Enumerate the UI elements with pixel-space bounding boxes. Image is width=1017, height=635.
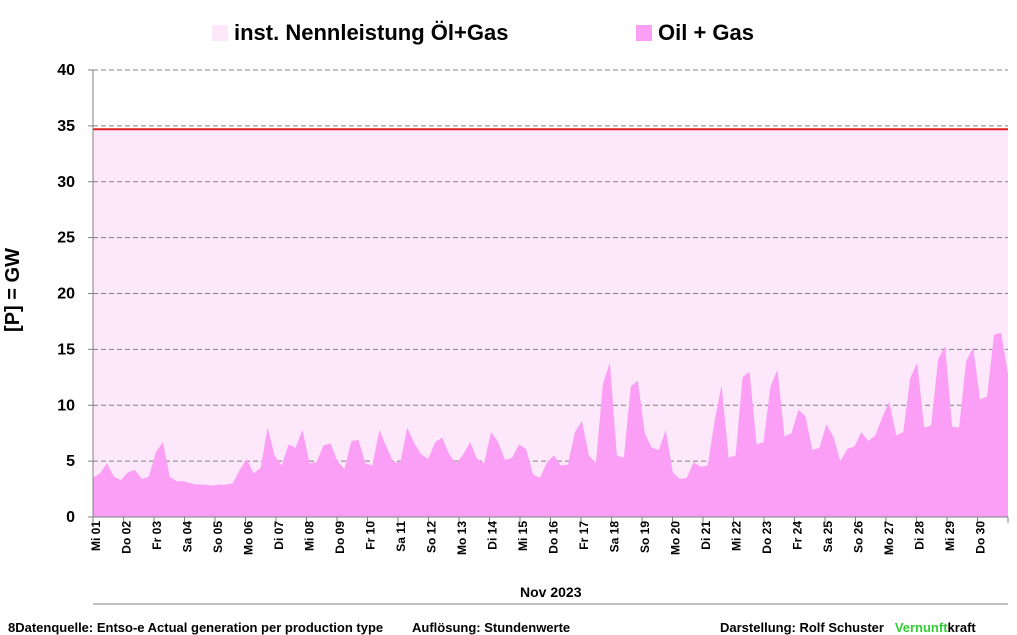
- x-tick-label-mi-08: Mi 08: [303, 521, 317, 551]
- x-tick-label-mo-20: Mo 20: [669, 521, 683, 555]
- legend-item-generation: Oil + Gas: [636, 18, 754, 48]
- legend-swatch-generation: [636, 25, 652, 41]
- x-tick-label-sa-25: Sa 25: [821, 521, 835, 553]
- generation-area: [93, 332, 1008, 517]
- footer-resolution: Auflösung: Stundenwerte: [412, 620, 571, 635]
- x-tick-label-mo-13: Mo 13: [455, 521, 469, 555]
- x-tick-label-do-16: Do 16: [547, 521, 561, 554]
- x-axis-title: Nov 2023: [520, 584, 582, 600]
- y-tick-label-35: 35: [57, 118, 75, 135]
- y-tick-label-30: 30: [57, 174, 75, 191]
- x-tick-label-sa-04: Sa 04: [181, 521, 195, 553]
- x-tick-label-mi-29: Mi 29: [943, 521, 957, 551]
- legend-item-capacity: inst. Nennleistung Öl+Gas: [212, 18, 508, 48]
- x-tick-label-mi-01: Mi 01: [89, 521, 103, 551]
- y-tick-label-10: 10: [57, 397, 75, 414]
- x-tick-label-so-05: So 05: [211, 521, 225, 553]
- footer-brand-rest: kraft: [947, 620, 976, 635]
- x-tick-label-do-30: Do 30: [974, 521, 988, 554]
- x-tick-label-fr-17: Fr 17: [577, 521, 591, 550]
- footer-brand-green: Vernunft: [894, 620, 948, 635]
- x-tick-label-do-02: Do 02: [120, 521, 134, 554]
- y-tick-label-25: 25: [57, 230, 75, 247]
- y-axis-title: [P] = GW: [2, 248, 24, 332]
- footer-author-prefix: Darstellung: Rolf Schuster: [720, 620, 884, 635]
- x-tick-label-mo-06: Mo 06: [242, 521, 256, 555]
- x-tick-label-do-23: Do 23: [760, 521, 774, 554]
- x-tick-label-di-14: Di 14: [486, 521, 500, 550]
- x-tick-label-so-12: So 12: [425, 521, 439, 553]
- y-tick-label-0: 0: [66, 509, 75, 526]
- y-tick-label-20: 20: [57, 286, 75, 303]
- footer-author: Darstellung: Rolf Schuster Vernunftkraft: [720, 620, 976, 635]
- y-tick-label-5: 5: [66, 453, 75, 470]
- x-tick-label-fr-24: Fr 24: [791, 521, 805, 550]
- y-tick-label-40: 40: [57, 62, 75, 79]
- x-tick-label-do-09: Do 09: [333, 521, 347, 554]
- x-tick-label-mi-15: Mi 15: [516, 521, 530, 551]
- x-tick-label-di-07: Di 07: [272, 521, 286, 550]
- legend-swatch-capacity: [212, 25, 228, 41]
- x-tick-label-fr-10: Fr 10: [364, 521, 378, 550]
- plot-area: 0 5 10 15 20 25 30 35 40 Mi 01 Do 02 Fr 03 Sa 04 So 0…: [57, 62, 1009, 605]
- x-tick-label-mo-27: Mo 27: [882, 521, 896, 555]
- footer-source: 8Datenquelle: Entso-e Actual generation …: [8, 620, 384, 635]
- legend-label-generation: Oil + Gas: [658, 20, 754, 45]
- x-tick-label-di-21: Di 21: [699, 521, 713, 550]
- legend-label-capacity: inst. Nennleistung Öl+Gas: [234, 20, 509, 45]
- y-tick-label-15: 15: [57, 341, 75, 358]
- x-tick-label-mi-22: Mi 22: [730, 521, 744, 551]
- x-tick-label-so-19: So 19: [638, 521, 652, 553]
- x-tick-label-di-28: Di 28: [913, 521, 927, 550]
- x-tick-label-sa-11: Sa 11: [394, 521, 408, 552]
- x-tick-label-sa-18: Sa 18: [608, 521, 622, 553]
- x-tick-label-fr-03: Fr 03: [150, 521, 164, 550]
- x-tick-label-so-26: So 26: [852, 521, 866, 553]
